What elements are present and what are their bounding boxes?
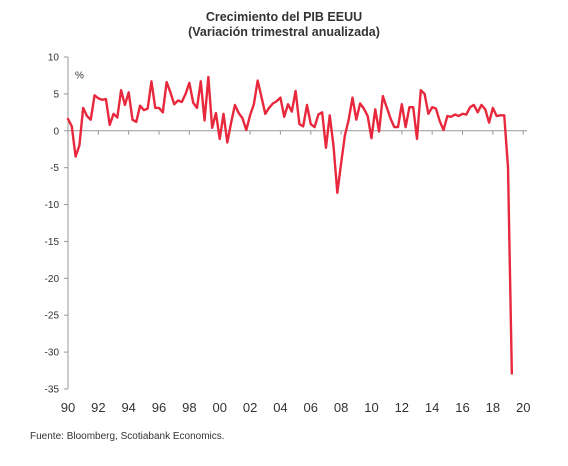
x-tick-label: 16 [455,400,469,415]
y-tick-label: -5 [50,163,59,174]
x-tick-label: 08 [334,400,348,415]
x-tick-label: 98 [182,400,196,415]
x-tick-label: 12 [395,400,409,415]
x-tick-label: 02 [243,400,257,415]
x-tick-label: 10 [364,400,378,415]
y-tick-label: -35 [45,385,60,396]
y-tick-label: -15 [45,237,60,248]
x-tick-label: 14 [425,400,439,415]
y-tick-label: 5 [53,89,59,100]
y-tick-label: -10 [45,200,60,211]
x-tick-label: 94 [121,400,135,415]
gdp-growth-line [66,75,514,375]
chart-title-main: Crecimiento del PIB EEUU [205,10,363,24]
source-note: Fuente: Bloomberg, Scotiabank Economics. [30,431,225,442]
x-tick-label: 06 [304,400,318,415]
y-tick-label: 0 [53,126,59,137]
chart-subtitle: (Variación trimestral anualizada) [188,25,380,39]
y-tick-label: -20 [45,274,60,285]
y-tick-label: -25 [45,311,60,322]
x-tick-label: 00 [213,400,227,415]
x-tick-label: 04 [273,400,287,415]
y-tick-label: 10 [48,53,60,64]
x-tick-label: 90 [61,400,75,415]
x-tick-label: 92 [91,400,105,415]
chart-title: Crecimiento del PIB EEUU (Variación trim… [0,10,568,40]
x-tick-label: 96 [152,400,166,415]
x-tick-label: 18 [486,400,500,415]
y-tick-label: -30 [45,348,60,359]
y-unit-label: % [75,70,84,81]
x-tick-label: 20 [516,400,530,415]
